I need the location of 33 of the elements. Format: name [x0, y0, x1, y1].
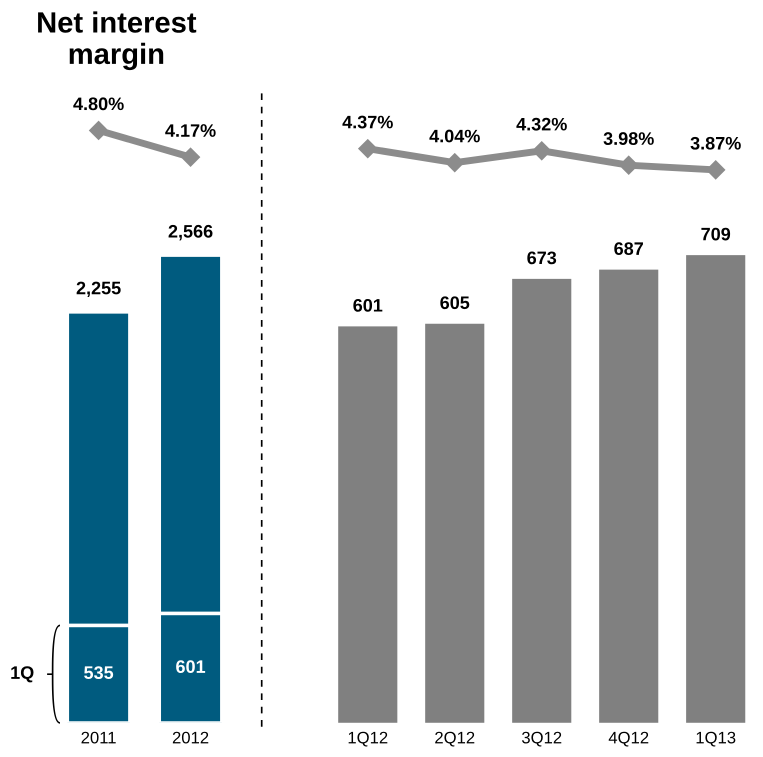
x-tick-label: 2011	[82, 732, 116, 744]
point	[358, 139, 378, 158]
bar	[686, 255, 746, 723]
data-label: 3.98%	[604, 132, 654, 145]
point	[532, 141, 552, 160]
x-tick-label: 1Q12	[348, 732, 388, 746]
bar	[425, 324, 484, 723]
data-label: 605	[440, 296, 470, 310]
point	[445, 153, 464, 172]
total-label: 2,255	[76, 282, 121, 298]
data-label: 4.04%	[429, 130, 480, 142]
x-tick-label: 2Q12	[435, 732, 474, 746]
data-label: 601	[176, 660, 206, 673]
x-tick-label: 4Q12	[608, 732, 648, 746]
data-label: 4.80%	[73, 97, 124, 110]
x-tick-label: 1Q13	[696, 732, 736, 746]
x-tick-label: 3Q12	[522, 732, 562, 746]
x-tick-label: 2012	[172, 732, 208, 744]
data-label: 687	[614, 242, 643, 255]
data-label: 535	[84, 666, 114, 680]
bar	[599, 270, 658, 723]
total-label: 2,566	[168, 224, 212, 240]
data-label: 4.17%	[165, 124, 216, 137]
bar	[512, 278, 572, 723]
data-label: 673	[527, 251, 556, 264]
data-label: 709	[701, 228, 730, 240]
data-label: 4.37%	[342, 116, 393, 128]
data-label: 3.87%	[690, 136, 741, 150]
bar	[338, 326, 398, 723]
data-label: 601	[353, 298, 382, 312]
chart-title: Net interest margin	[38, 11, 196, 70]
series-label: 1Q	[11, 666, 34, 682]
data-label: 4.32%	[516, 118, 567, 131]
